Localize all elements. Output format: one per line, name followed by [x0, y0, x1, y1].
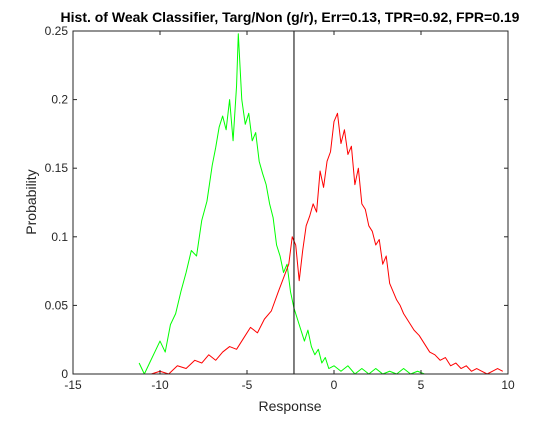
- y-tick-label: 0.1: [51, 230, 68, 244]
- series-line-nontarget: [151, 112, 504, 375]
- x-tick-label: 0: [331, 378, 338, 392]
- x-tick-label: -5: [242, 378, 253, 392]
- y-axis-label: Probability: [23, 169, 39, 234]
- y-tick-label: 0.25: [45, 24, 69, 38]
- y-tick-label: 0.15: [45, 161, 69, 175]
- x-tick-label: -15: [64, 378, 82, 392]
- x-tick-label: 5: [418, 378, 425, 392]
- y-tick-label: 0.05: [45, 298, 69, 312]
- series-line-target: [138, 33, 432, 375]
- axes-box: [72, 30, 509, 375]
- x-tick-label: 10: [501, 378, 515, 392]
- x-tick-label: -10: [151, 378, 169, 392]
- y-tick-label: 0.2: [51, 93, 68, 107]
- plot-area: [73, 31, 508, 374]
- x-axis-label: Response: [258, 398, 321, 414]
- series-layer: [138, 33, 504, 375]
- axes-layer: -15 -10 -5 0 5 10 0 0.05 0.1 0.15 0.2 0.25: [45, 24, 515, 392]
- y-tick-label: 0: [61, 367, 68, 381]
- chart-title: Hist. of Weak Classifier, Targ/Non (g/r)…: [61, 9, 520, 25]
